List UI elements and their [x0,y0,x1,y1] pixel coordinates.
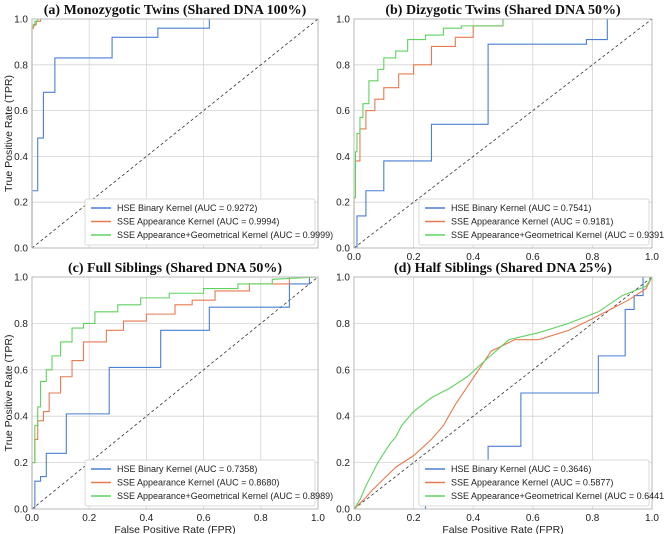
legend-label: SSE Appearance+Geometrical Kernel (AUC =… [451,491,664,501]
legend: HSE Binary Kernel (AUC = 0.7541) SSE Appe… [418,198,664,246]
panel-title: (c) Full Siblings (Shared DNA 50%) [68,261,282,276]
y-tick-label: 0.8 [336,319,350,330]
chance-diagonal [353,276,653,510]
x-axis-label: False Positive Rate (FPR) [442,524,563,534]
plot-frame [353,18,653,249]
y-tick-label: 0.2 [336,458,350,469]
legend-label: HSE Binary Kernel (AUC = 0.7358) [117,464,257,474]
x-tick-label: 0.2 [407,252,421,263]
legend: HSE Binary Kernel (AUC = 0.3646) SSE Appe… [418,459,664,507]
panel-title: (a) Monozygotic Twins (Shared DNA 100%) [44,3,307,18]
roc-curve-series-1 [32,276,318,510]
y-tick-label: 0.4 [336,152,350,163]
y-tick-label: 0.6 [14,365,28,376]
y-tick-label: 0.0 [336,505,350,516]
y-tick-label: 1.0 [336,15,350,26]
legend-label: HSE Binary Kernel (AUC = 0.3646) [451,464,591,474]
legend-label: SSE Appearance+Geometrical Kernel (AUC =… [117,230,333,240]
legend-box [418,459,650,507]
panel-title: (d) Half Siblings (Shared DNA 25%) [394,261,612,276]
legend-label: SSE Appearance Kernel (AUC = 0.8680) [117,478,279,488]
x-tick-label: 0.4 [139,513,153,524]
x-tick-label: 0.4 [466,513,480,524]
y-tick-label: 0.4 [14,152,28,163]
x-tick-label: 1.0 [645,513,659,524]
y-tick-label: 0.8 [336,60,350,71]
roc-curve-series-1 [31,18,318,248]
y-axis-label: True Positive Rate (TPR) [3,335,15,452]
roc-panel-2: 0.0 0.2 0.4 0.6 0.8 1.0 0.0 0.2 0.4 0.6 0.8 1.0 (b) … [336,3,664,263]
y-tick-label: 0.8 [14,319,28,330]
y-tick-label: 1.0 [336,273,350,284]
roc-curve-series-1 [354,18,652,249]
y-tick-label: 0.2 [14,198,28,209]
legend-box [84,198,316,246]
plot-frame [353,276,653,510]
y-tick-label: 1.0 [14,273,28,284]
legend-label: SSE Appearance Kernel (AUC = 0.9994) [117,217,279,227]
x-tick-label: 0.0 [25,513,39,524]
plot-frame [31,18,319,249]
y-tick-label: 0.8 [14,60,28,71]
roc-panel-4: 0.0 0.2 0.4 0.6 0.8 1.0 0.0 0.2 0.4 0.6 0.8 1.0 (d) … [336,261,664,534]
legend-box [84,459,316,507]
x-tick-label: 0.8 [585,252,599,263]
y-tick-label: 1.0 [14,15,28,26]
plot-frame [31,276,319,510]
legend-label: SSE Appearance Kernel (AUC = 0.5877) [451,478,613,488]
legend-label: HSE Binary Kernel (AUC = 0.7541) [451,203,591,213]
x-tick-label: 0.2 [407,513,421,524]
chance-diagonal [31,18,319,249]
y-tick-label: 0.0 [14,505,28,516]
x-tick-label: 0.0 [347,252,361,263]
legend-label: SSE Appearance+Geometrical Kernel (AUC =… [117,491,333,501]
y-tick-label: 0.0 [336,244,350,255]
x-tick-label: 0.8 [254,513,268,524]
x-tick-label: 0.4 [466,252,480,263]
y-tick-label: 0.6 [14,106,28,117]
roc-curve-series-2 [31,276,318,509]
x-tick-label: 0.0 [347,513,361,524]
legend: HSE Binary Kernel (AUC = 0.9272) SSE Appe… [84,198,333,246]
legend: HSE Binary Kernel (AUC = 0.7358) SSE Appe… [84,459,333,507]
x-tick-label: 0.6 [526,513,540,524]
legend-label: SSE Appearance+Geometrical Kernel (AUC =… [451,230,664,240]
legend-label: SSE Appearance Kernel (AUC = 0.9181) [451,217,613,227]
y-axis-label: True Positive Rate (TPR) [3,75,15,192]
roc-panel-3: 0.0 0.2 0.4 0.6 0.8 1.0 0.0 0.2 0.4 0.6 0.8 1.0 (c) … [3,261,333,534]
legend-box [418,198,650,246]
chance-diagonal [31,276,319,510]
roc-curve-series-2 [353,18,652,248]
roc-curve-series-3 [31,276,319,509]
roc-panel-1: 0.0 0.2 0.4 0.6 0.8 1.0 (a) Monozygotic Twins … [3,3,333,255]
roc-curve-series-3 [353,276,653,510]
y-tick-label: 0.6 [336,106,350,117]
y-tick-label: 0.2 [336,198,350,209]
panel-title: (b) Dizygotic Twins (Shared DNA 50%) [385,3,621,18]
legend-label: HSE Binary Kernel (AUC = 0.9272) [117,203,257,213]
x-tick-label: 0.8 [585,513,599,524]
chance-diagonal [353,18,653,249]
x-tick-label: 1.0 [311,513,325,524]
roc-curve-series-3 [353,18,652,248]
y-tick-label: 0.4 [336,412,350,423]
y-tick-label: 0.6 [336,365,350,376]
x-tick-label: 1.0 [645,252,659,263]
y-tick-label: 0.0 [14,244,28,255]
x-tick-label: 0.2 [82,513,96,524]
x-axis-label: False Positive Rate (FPR) [114,524,235,534]
x-tick-label: 0.6 [526,252,540,263]
y-tick-label: 0.4 [14,412,28,423]
roc-curve-series-2 [353,276,653,510]
x-tick-label: 0.6 [197,513,211,524]
y-tick-label: 0.2 [14,458,28,469]
